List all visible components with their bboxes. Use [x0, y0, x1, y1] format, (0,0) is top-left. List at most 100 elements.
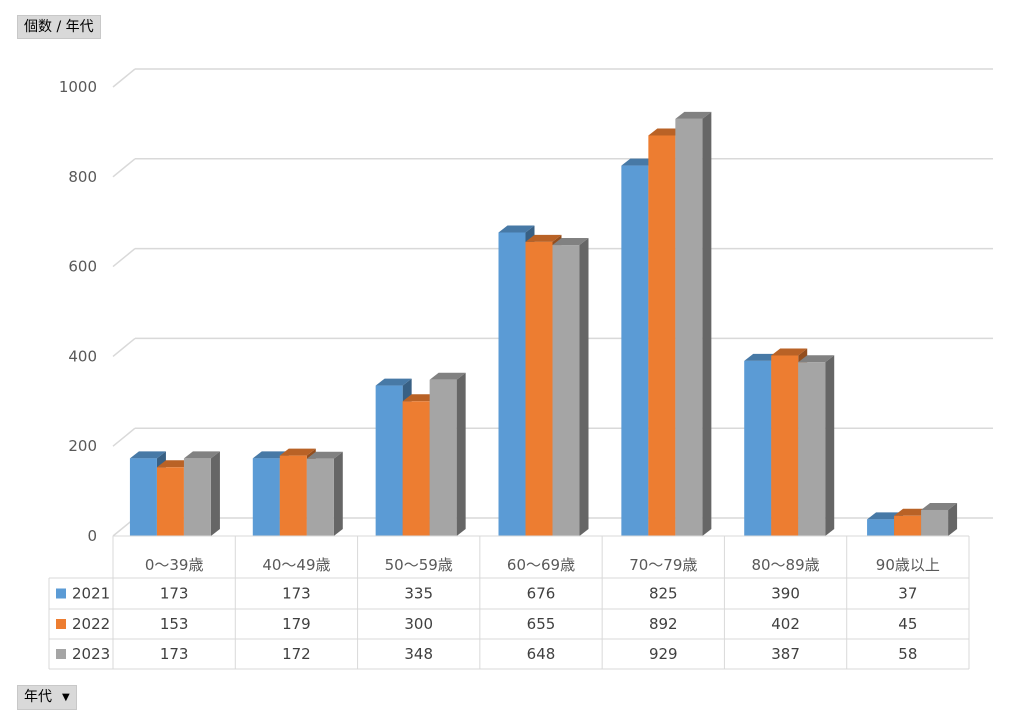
- bar-top: [675, 111, 712, 119]
- legend-key-label: 2023: [72, 645, 110, 663]
- y-axis: 0 200 400 600 800 1000: [59, 78, 97, 545]
- data-table-cell: 173: [160, 645, 189, 663]
- bar-front: [675, 118, 703, 536]
- data-table-cell: 825: [649, 585, 678, 603]
- bar-front: [156, 467, 184, 536]
- legend-key-label: 2021: [72, 585, 110, 603]
- y-tick-label: 800: [68, 168, 97, 186]
- data-table-cell: 45: [898, 615, 917, 633]
- bar-front: [648, 135, 676, 536]
- data-table-cell: 892: [649, 615, 678, 633]
- gridline-depth: [112, 337, 136, 357]
- bar: [429, 372, 466, 536]
- gridline-depth: [112, 158, 136, 178]
- bar-front: [921, 509, 949, 536]
- category-label: 80～89歳: [751, 556, 819, 574]
- legend-key-swatch: [56, 649, 66, 659]
- bar-front: [306, 458, 334, 536]
- data-table-cell: 655: [527, 615, 556, 633]
- bar-front: [894, 515, 922, 536]
- bar-front: [129, 458, 157, 536]
- data-table-cell: 173: [282, 585, 311, 603]
- bar: [552, 238, 589, 536]
- bar-front: [375, 385, 403, 536]
- bar-front: [429, 379, 457, 536]
- bar-top: [129, 451, 166, 459]
- bar: [798, 355, 835, 536]
- gridline-depth: [112, 427, 136, 447]
- bar-front: [498, 232, 526, 536]
- bar-side: [333, 451, 343, 536]
- category-label: 60～69歳: [507, 556, 575, 574]
- bar: [675, 111, 712, 536]
- data-table-cell: 153: [160, 615, 189, 633]
- bar-front: [744, 360, 772, 536]
- row-field-filter-button[interactable]: 年代 ▼: [17, 685, 77, 710]
- bar-top: [183, 451, 220, 459]
- data-table-cell: 387: [771, 645, 800, 663]
- bar-top: [306, 451, 343, 459]
- data-table-cell: 648: [527, 645, 556, 663]
- bar-top: [552, 238, 589, 246]
- bar-top: [771, 348, 808, 356]
- data-table-cell: 929: [649, 645, 678, 663]
- data-table-cell: 37: [898, 585, 917, 603]
- bar-top: [525, 234, 562, 242]
- bar-top: [498, 225, 535, 233]
- bar-front: [552, 245, 580, 536]
- bar-side: [579, 238, 589, 536]
- bar-front: [867, 519, 895, 536]
- data-table-cell: 348: [404, 645, 433, 663]
- gridline-depth: [112, 248, 136, 268]
- legend-key-swatch: [56, 619, 66, 629]
- y-tick-label: 600: [68, 258, 97, 276]
- bar-side: [948, 502, 958, 536]
- bars: [129, 111, 958, 536]
- bar-front: [183, 458, 211, 536]
- bar-front: [525, 241, 553, 536]
- category-label: 70～79歳: [629, 556, 697, 574]
- row-field-label: 年代: [24, 689, 52, 705]
- bar-front: [402, 401, 430, 536]
- legend-key-swatch: [56, 588, 66, 599]
- bar-top: [798, 355, 835, 363]
- data-table-cell: 58: [898, 645, 917, 663]
- bar-front: [252, 458, 280, 536]
- data-table-cell: 179: [282, 615, 311, 633]
- gridline-depth: [112, 68, 136, 88]
- bar: [183, 451, 220, 536]
- bar-top: [921, 502, 958, 510]
- data-table-cell: 300: [404, 615, 433, 633]
- y-tick-label: 200: [68, 437, 97, 455]
- bar-front: [798, 362, 826, 536]
- bar: [921, 502, 958, 536]
- bar-side: [702, 111, 712, 536]
- data-table-cell: 172: [282, 645, 311, 663]
- bar: [306, 451, 343, 536]
- bar-top: [375, 378, 412, 386]
- data-table-cell: 335: [404, 585, 433, 603]
- bar-side: [825, 355, 835, 536]
- category-label: 0～39歳: [145, 556, 204, 574]
- bar-top: [429, 372, 466, 380]
- bar-front: [279, 455, 307, 536]
- legend-key-label: 2022: [72, 615, 110, 633]
- category-label: 50～59歳: [385, 556, 453, 574]
- data-table-cell: 390: [771, 585, 800, 603]
- y-tick-label: 1000: [59, 78, 97, 96]
- bar-side: [456, 372, 466, 536]
- bar-side: [210, 451, 220, 536]
- data-table-cell: 402: [771, 615, 800, 633]
- data-table-cell: 676: [527, 585, 556, 603]
- bar-top: [279, 448, 316, 456]
- bar-front: [621, 165, 649, 536]
- data-table-cell: 173: [160, 585, 189, 603]
- dropdown-arrow-icon: ▼: [62, 692, 70, 703]
- bar-front: [771, 355, 799, 536]
- category-label: 90歳以上: [876, 556, 940, 574]
- y-tick-label: 400: [68, 347, 97, 365]
- pivot-value-field-label[interactable]: 個数 / 年代: [17, 15, 101, 39]
- data-table: 0～39歳 40～49歳 50～59歳 60～69歳 70～79歳 80～89歳 90歳以上…: [48, 535, 970, 670]
- y-tick-label: 0: [87, 527, 97, 545]
